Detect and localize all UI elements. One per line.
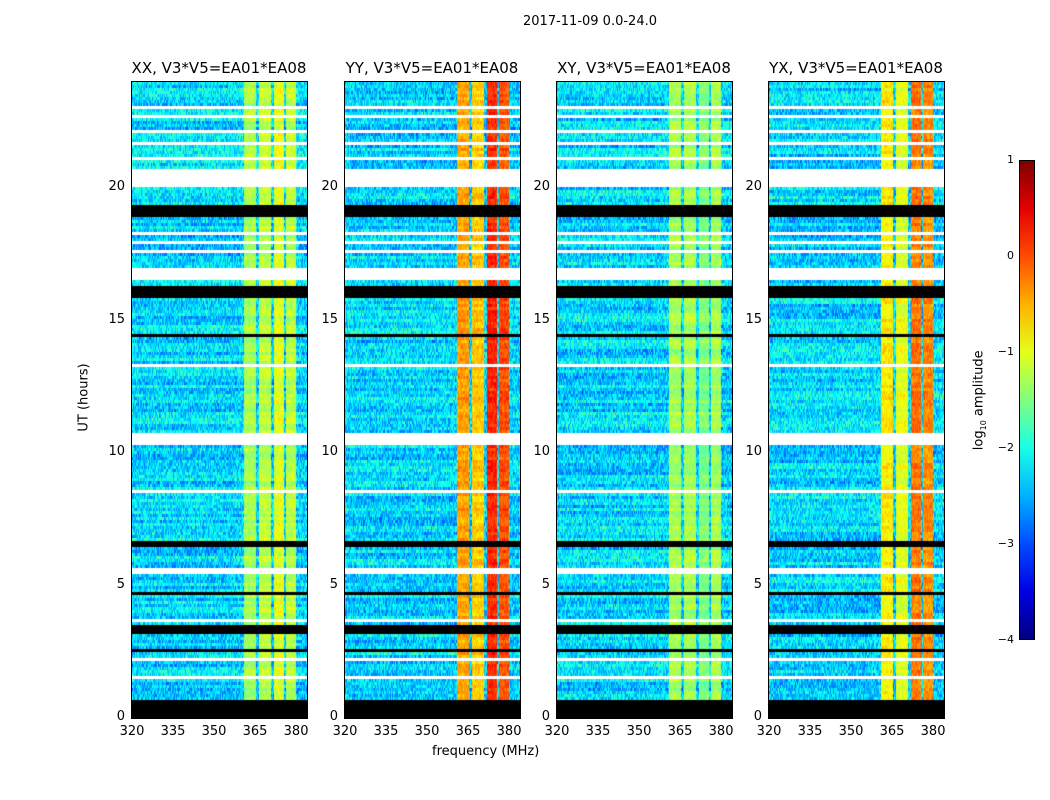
spectrogram-panel bbox=[344, 81, 521, 719]
x-tick-label: 350 bbox=[201, 724, 227, 739]
x-tick-label: 380 bbox=[283, 724, 309, 739]
colorbar-tick-label: 0 bbox=[1007, 249, 1014, 262]
colorbar-tick-label: −1 bbox=[997, 345, 1014, 358]
y-tick-label: 10 bbox=[533, 444, 550, 459]
colorbar bbox=[1019, 160, 1035, 640]
heatmap-cells bbox=[769, 82, 944, 718]
y-tick-label: 15 bbox=[321, 311, 338, 327]
y-tick-label: 20 bbox=[745, 179, 762, 194]
y-tick-label: 20 bbox=[533, 179, 550, 194]
x-tick-label: 350 bbox=[838, 724, 864, 739]
x-tick-label: 350 bbox=[626, 724, 652, 739]
x-tick-label: 335 bbox=[797, 724, 823, 739]
y-tick-label: 10 bbox=[321, 444, 338, 459]
y-tick-label: 20 bbox=[108, 179, 125, 194]
x-tick-label: 365 bbox=[879, 724, 905, 739]
y-tick-label: 0 bbox=[753, 709, 762, 724]
x-tick-label: 320 bbox=[332, 724, 358, 739]
colorbar-tick-label: −3 bbox=[997, 537, 1014, 550]
heatmap-cells bbox=[557, 82, 732, 718]
panel-title: XY, V3*V5=EA01*EA08 bbox=[557, 59, 731, 77]
x-tick-label: 365 bbox=[242, 724, 268, 739]
figure-title: 2017-11-09 0.0-24.0 bbox=[523, 14, 657, 29]
panel-title: YX, V3*V5=EA01*EA08 bbox=[769, 59, 943, 77]
y-tick-label: 5 bbox=[541, 576, 550, 592]
y-tick-label: 5 bbox=[116, 576, 125, 592]
x-tick-label: 380 bbox=[920, 724, 946, 739]
spectrogram-panel bbox=[131, 81, 308, 719]
colorbar-label-sub: 10 bbox=[979, 420, 989, 431]
colorbar-label-log: log bbox=[971, 430, 987, 451]
colorbar-tick-label: −4 bbox=[997, 633, 1014, 646]
y-tick-label: 0 bbox=[541, 709, 550, 724]
y-tick-label: 15 bbox=[533, 311, 550, 327]
x-tick-label: 380 bbox=[496, 724, 522, 739]
panel-title: YY, V3*V5=EA01*EA08 bbox=[345, 59, 519, 77]
x-tick-label: 335 bbox=[585, 724, 611, 739]
x-axis-label: frequency (MHz) bbox=[432, 744, 540, 759]
y-tick-label: 5 bbox=[753, 576, 762, 592]
y-tick-label: 10 bbox=[108, 444, 125, 459]
y-tick-label: 10 bbox=[745, 444, 762, 459]
y-tick-label: 0 bbox=[116, 709, 125, 724]
x-tick-label: 335 bbox=[160, 724, 186, 739]
x-tick-label: 380 bbox=[708, 724, 734, 739]
y-tick-label: 15 bbox=[745, 311, 762, 327]
colorbar-tick-label: 1 bbox=[1007, 153, 1014, 166]
y-tick-label: 20 bbox=[321, 179, 338, 194]
x-tick-label: 320 bbox=[544, 724, 570, 739]
x-tick-label: 365 bbox=[667, 724, 693, 739]
heatmap-cells bbox=[345, 82, 520, 718]
colorbar-label: log10 amplitude bbox=[972, 350, 989, 450]
panel-title: XX, V3*V5=EA01*EA08 bbox=[131, 59, 307, 77]
y-tick-label: 15 bbox=[108, 311, 125, 327]
y-axis-label: UT (hours) bbox=[76, 363, 92, 432]
y-tick-label: 0 bbox=[329, 709, 338, 724]
x-tick-label: 350 bbox=[414, 724, 440, 739]
colorbar-label-rest: amplitude bbox=[971, 350, 987, 421]
x-tick-label: 335 bbox=[373, 724, 399, 739]
spectrogram-panel bbox=[556, 81, 733, 719]
spectrogram-panel bbox=[768, 81, 945, 719]
y-tick-label: 5 bbox=[329, 576, 338, 592]
x-tick-label: 365 bbox=[455, 724, 481, 739]
heatmap-cells bbox=[132, 82, 307, 718]
x-tick-label: 320 bbox=[756, 724, 782, 739]
colorbar-tick-label: −2 bbox=[997, 441, 1014, 454]
x-tick-label: 320 bbox=[119, 724, 145, 739]
